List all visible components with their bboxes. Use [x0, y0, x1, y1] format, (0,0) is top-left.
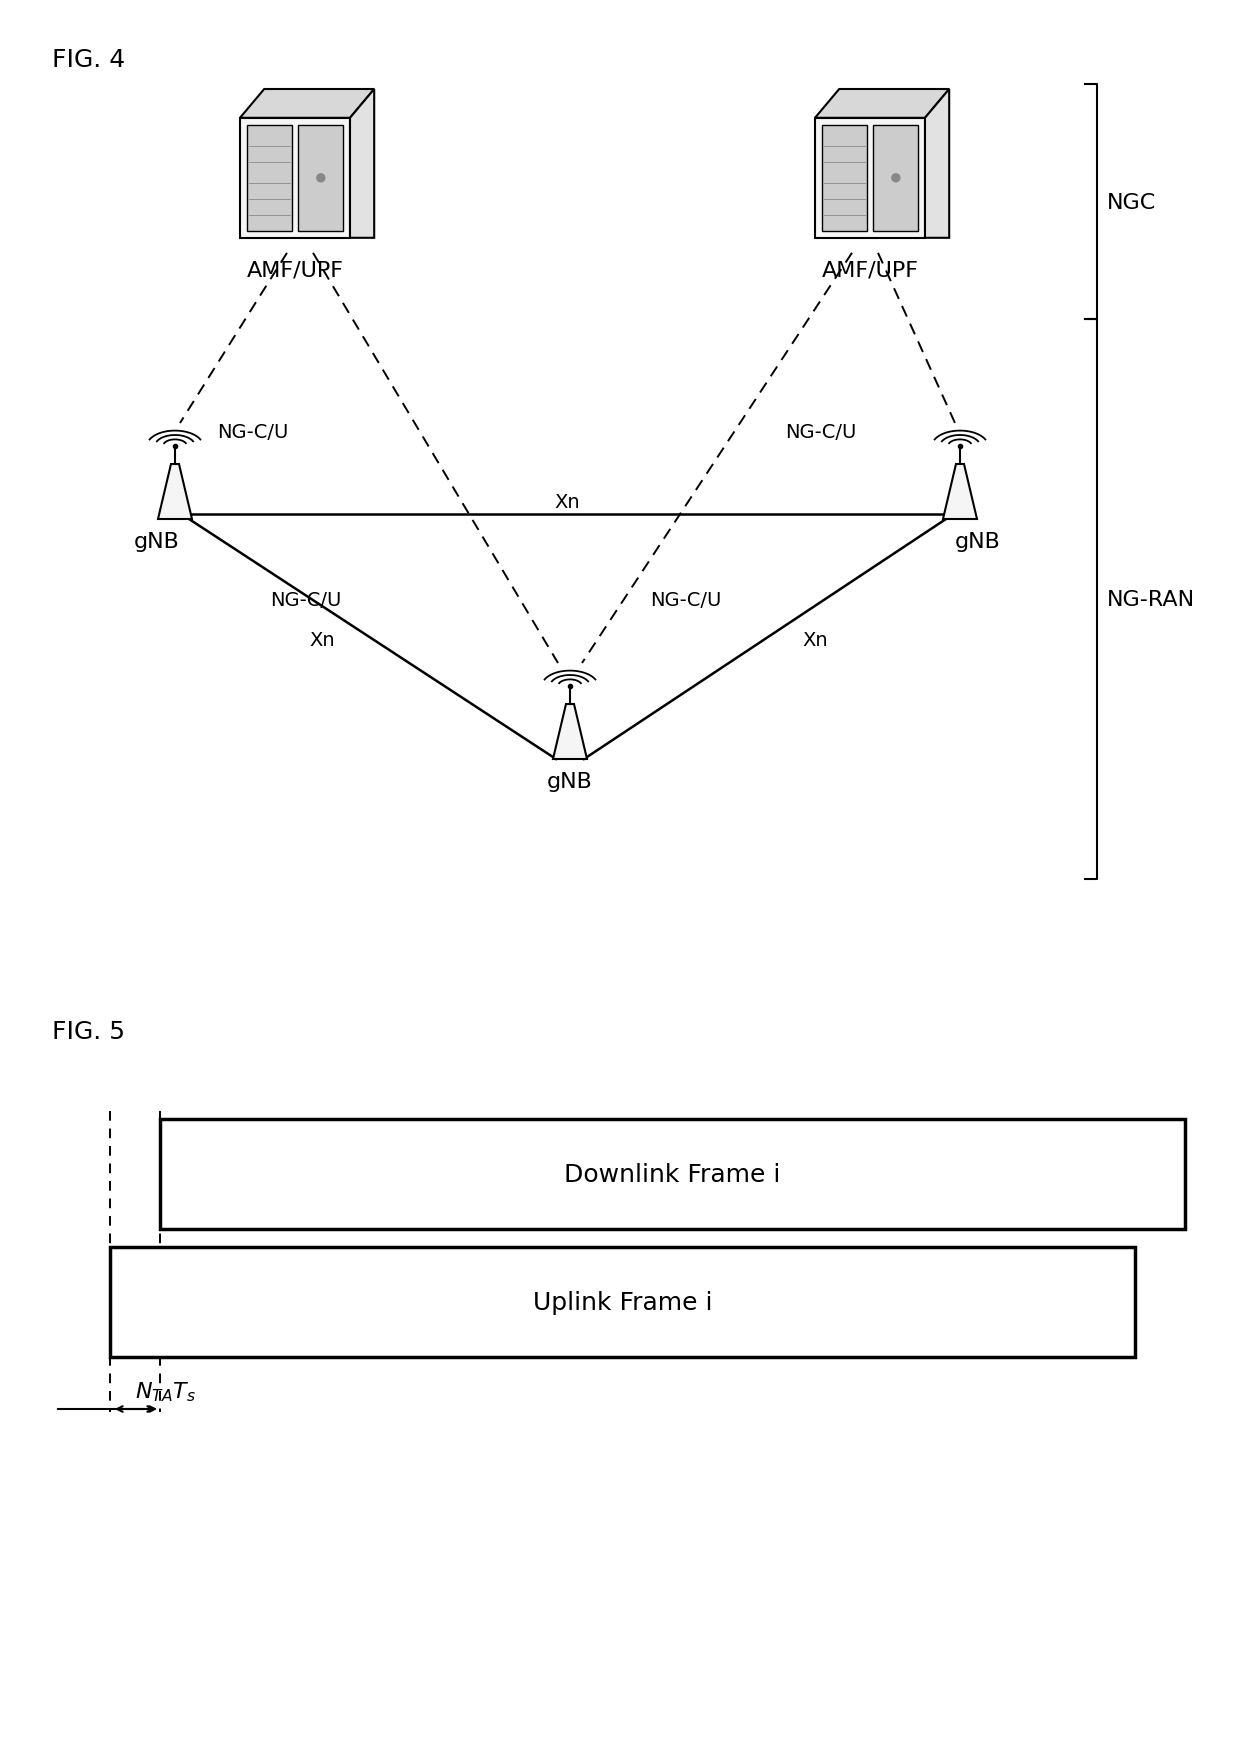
Text: AMF/UPF: AMF/UPF [822, 260, 919, 279]
Polygon shape [942, 466, 977, 520]
Polygon shape [553, 705, 587, 759]
Text: NGC: NGC [1107, 192, 1156, 213]
Text: gNB: gNB [134, 532, 180, 552]
Text: Xn: Xn [310, 631, 335, 648]
Polygon shape [815, 90, 949, 119]
Polygon shape [241, 90, 374, 119]
Text: Xn: Xn [554, 492, 580, 511]
Text: gNB: gNB [955, 532, 1001, 552]
Polygon shape [247, 127, 291, 232]
Polygon shape [815, 119, 925, 239]
Bar [160, 1119, 1185, 1230]
Polygon shape [925, 90, 949, 239]
Text: NG-C/U: NG-C/U [785, 422, 857, 441]
Text: FIG. 5: FIG. 5 [52, 1019, 125, 1044]
Text: Downlink Frame i: Downlink Frame i [564, 1163, 781, 1186]
Bar [110, 1247, 1135, 1356]
Polygon shape [873, 127, 919, 232]
Polygon shape [822, 127, 867, 232]
Text: $N_{TA}T_s$: $N_{TA}T_s$ [135, 1379, 196, 1402]
Text: NG-C/U: NG-C/U [650, 590, 722, 610]
Circle shape [317, 174, 325, 183]
Text: gNB: gNB [547, 771, 593, 792]
Text: NG-RAN: NG-RAN [1107, 590, 1195, 610]
Polygon shape [350, 90, 374, 239]
Polygon shape [241, 119, 350, 239]
Text: NG-C/U: NG-C/U [270, 590, 341, 610]
Polygon shape [299, 127, 343, 232]
Polygon shape [157, 466, 192, 520]
Text: AMF/UPF: AMF/UPF [247, 260, 343, 279]
Text: NG-C/U: NG-C/U [217, 422, 289, 441]
Circle shape [892, 174, 900, 183]
Text: Uplink Frame i: Uplink Frame i [533, 1290, 712, 1314]
Text: Xn: Xn [802, 631, 828, 648]
Text: FIG. 4: FIG. 4 [52, 47, 125, 72]
